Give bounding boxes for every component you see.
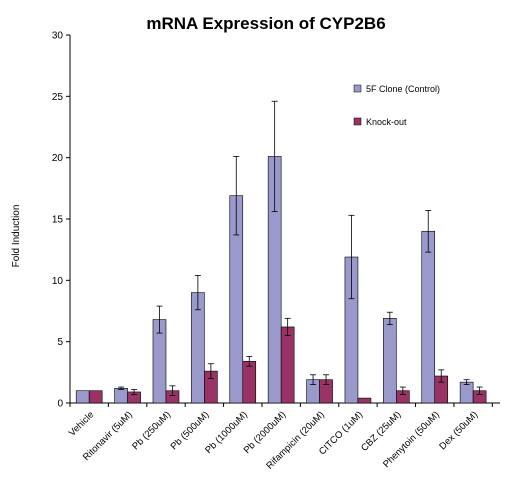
legend-label-control: 5F Clone (Control) (366, 84, 440, 94)
y-axis-label: Fold Induction (11, 205, 22, 268)
legend: 5F Clone (Control) Knock-out (353, 84, 440, 127)
bar-knockout (357, 397, 372, 404)
chart-title: mRNA Expression of CYP2B6 (146, 14, 385, 33)
bar-control (421, 230, 436, 404)
bar-control (114, 387, 128, 404)
bar-control (459, 381, 474, 404)
legend-swatch-knockout (353, 117, 362, 126)
y-tick-label: 5 (57, 337, 63, 348)
bar-knockout (280, 326, 295, 404)
x-tick-label: Vehicle (67, 409, 96, 438)
y-tick-label: 15 (52, 215, 64, 226)
y-tick-label: 0 (57, 399, 63, 410)
bar-knockout (88, 390, 103, 404)
bar-control (383, 318, 397, 404)
x-tick-label: Pb (250uM) (130, 409, 173, 452)
x-tick-label: Dex (50uM) (437, 409, 480, 452)
y-tick-label: 25 (52, 92, 64, 103)
legend-label-knockout: Knock-out (366, 117, 407, 127)
legend-swatch-control (353, 84, 362, 93)
y-tick-label: 10 (52, 276, 64, 287)
y-tick-label: 20 (52, 153, 64, 164)
bar-knockout (242, 360, 257, 404)
bar-control (75, 390, 90, 404)
y-tick-label: 30 (52, 31, 64, 42)
